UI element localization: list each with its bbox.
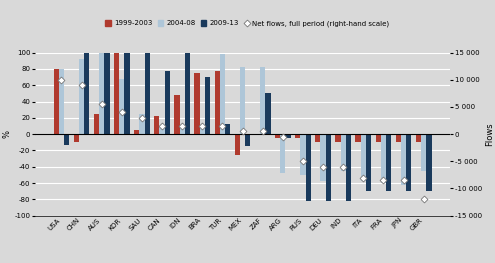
Bar [366, 134, 371, 191]
Legend: 1999-2003, 2004-08, 2009-13, Net flows, full period (right-hand scale): 1999-2003, 2004-08, 2009-13, Net flows, … [102, 18, 393, 30]
Bar [174, 95, 180, 134]
Bar [53, 69, 59, 134]
Y-axis label: Flows: Flows [485, 122, 494, 146]
Bar [305, 134, 311, 201]
Bar [139, 114, 145, 134]
Bar [341, 134, 346, 171]
Bar [214, 71, 220, 134]
Bar [300, 134, 305, 175]
Bar [275, 134, 280, 138]
Bar [361, 134, 366, 181]
Bar [205, 77, 210, 134]
Bar [265, 93, 271, 134]
Bar [145, 53, 150, 134]
Bar [59, 69, 64, 134]
Bar [195, 73, 199, 134]
Bar [376, 134, 381, 142]
Bar [286, 134, 291, 138]
Bar [240, 67, 245, 134]
Bar [381, 134, 386, 183]
Bar [220, 54, 225, 134]
Y-axis label: %: % [2, 130, 12, 138]
Bar [134, 130, 139, 134]
Bar [199, 126, 205, 134]
Bar [346, 134, 351, 201]
Bar [94, 114, 99, 134]
Bar [225, 124, 230, 134]
Bar [320, 134, 326, 181]
Bar [84, 53, 90, 134]
Bar [119, 79, 124, 134]
Bar [335, 134, 341, 142]
Bar [426, 134, 432, 191]
Bar [154, 116, 159, 134]
Bar [260, 67, 265, 134]
Bar [114, 53, 119, 134]
Bar [386, 134, 391, 191]
Bar [326, 134, 331, 201]
Bar [315, 134, 320, 142]
Bar [355, 134, 361, 142]
Bar [401, 134, 406, 185]
Bar [104, 53, 109, 134]
Bar [124, 53, 130, 134]
Bar [74, 134, 79, 142]
Bar [185, 53, 190, 134]
Bar [396, 134, 401, 142]
Bar [99, 53, 104, 134]
Bar [421, 134, 426, 171]
Bar [280, 134, 286, 173]
Bar [159, 126, 165, 134]
Bar [245, 134, 250, 146]
Bar [165, 71, 170, 134]
Bar [406, 134, 411, 191]
Bar [64, 134, 69, 145]
Bar [235, 134, 240, 154]
Bar [295, 134, 300, 138]
Bar [180, 128, 185, 134]
Bar [416, 134, 421, 142]
Bar [79, 59, 84, 134]
